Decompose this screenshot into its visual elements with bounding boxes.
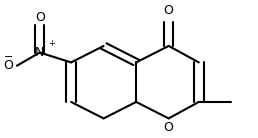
Text: O: O: [164, 121, 174, 134]
Text: N: N: [35, 46, 44, 59]
Text: O: O: [3, 59, 13, 72]
Text: O: O: [164, 4, 174, 17]
Text: −: −: [4, 52, 13, 62]
Text: +: +: [48, 39, 55, 48]
Text: O: O: [35, 11, 45, 24]
